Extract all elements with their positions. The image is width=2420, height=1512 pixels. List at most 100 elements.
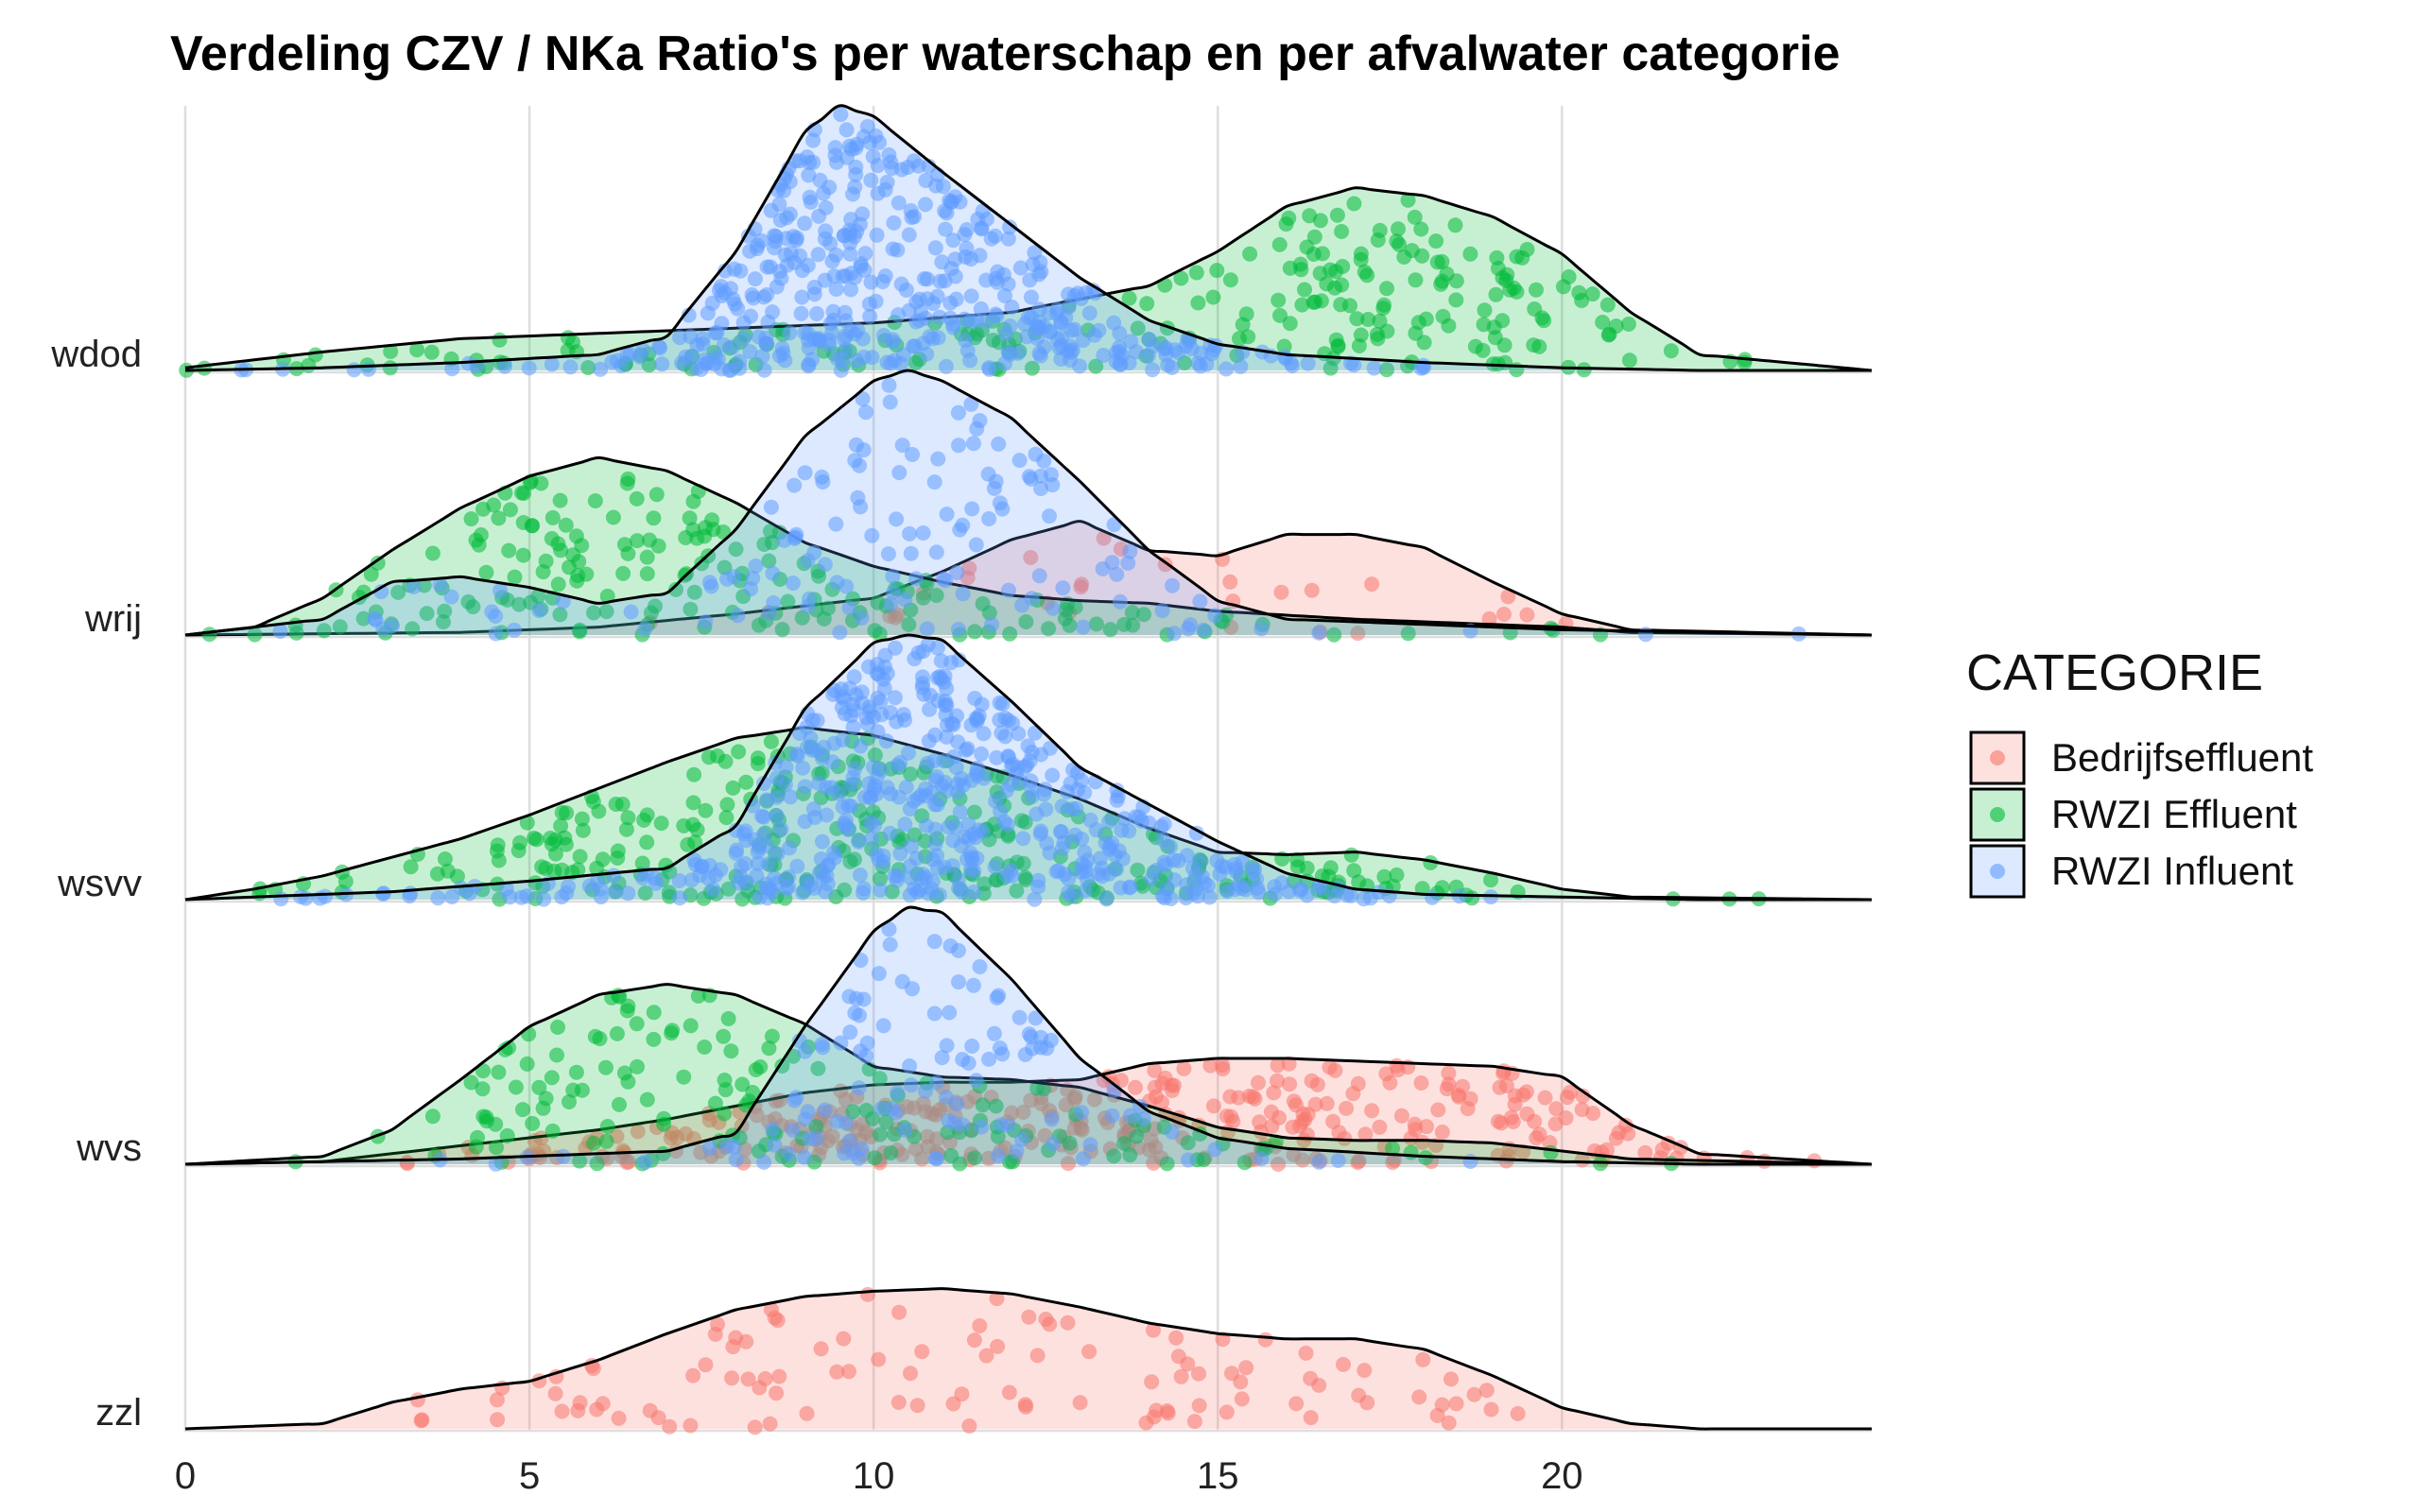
data-point xyxy=(934,254,950,270)
data-point xyxy=(1073,579,1089,595)
data-point xyxy=(983,231,999,247)
data-point xyxy=(1529,282,1544,298)
data-point xyxy=(572,622,588,638)
data-point xyxy=(533,1130,549,1146)
legend-item: RWZI Effluent xyxy=(1969,787,2297,842)
data-point xyxy=(686,766,702,782)
data-point xyxy=(1238,306,1254,322)
data-point xyxy=(972,959,988,974)
data-point xyxy=(898,283,914,298)
data-point xyxy=(544,1123,561,1139)
data-point xyxy=(1081,305,1098,321)
data-point xyxy=(1448,1396,1464,1412)
data-point xyxy=(1074,1122,1090,1138)
data-point xyxy=(1025,1040,1041,1057)
data-point xyxy=(1286,1093,1302,1109)
data-point xyxy=(772,213,788,228)
data-point xyxy=(805,801,821,817)
data-point xyxy=(756,362,772,378)
data-point xyxy=(759,287,775,302)
data-point xyxy=(821,1133,836,1149)
data-point xyxy=(436,614,451,630)
data-point xyxy=(1621,352,1637,369)
data-point xyxy=(938,573,954,589)
data-point xyxy=(1510,1405,1526,1421)
data-point xyxy=(942,1005,958,1021)
data-point xyxy=(1205,289,1221,305)
data-point xyxy=(1441,1076,1457,1092)
legend: CATEGORIE Bedrijfseffluent RWZI Effluent R… xyxy=(1966,644,2313,899)
data-point xyxy=(1219,884,1236,900)
data-point xyxy=(656,1116,672,1132)
data-point xyxy=(1408,325,1424,341)
data-point xyxy=(552,492,568,508)
data-point xyxy=(1011,1009,1028,1025)
data-point xyxy=(1531,338,1547,354)
data-point xyxy=(809,306,824,321)
y-tick-label: wsvv xyxy=(57,863,142,904)
data-point xyxy=(788,1090,804,1106)
data-point xyxy=(915,590,931,606)
density-line xyxy=(184,1287,1872,1431)
data-point xyxy=(685,795,701,811)
data-point xyxy=(1490,1113,1506,1129)
data-point xyxy=(814,833,830,850)
data-point xyxy=(1305,294,1322,310)
data-point xyxy=(654,356,670,372)
data-point xyxy=(1155,832,1171,848)
data-point xyxy=(774,340,790,356)
data-point xyxy=(586,605,601,621)
data-point xyxy=(949,565,965,580)
data-point xyxy=(1447,217,1463,233)
data-point xyxy=(555,593,571,610)
data-point xyxy=(871,966,887,982)
data-point xyxy=(810,1060,826,1076)
data-point xyxy=(1376,297,1392,313)
data-point xyxy=(650,1410,666,1426)
data-point xyxy=(1158,339,1173,355)
data-point xyxy=(610,843,626,859)
data-point xyxy=(829,1113,845,1129)
data-point xyxy=(980,466,996,482)
data-point xyxy=(960,1056,977,1071)
data-point xyxy=(922,687,938,703)
data-point xyxy=(762,1416,778,1432)
data-point xyxy=(838,313,854,329)
data-point xyxy=(1041,621,1057,637)
data-point xyxy=(988,306,1004,322)
data-point xyxy=(978,1348,994,1364)
data-point xyxy=(558,836,574,852)
data-point xyxy=(885,568,901,584)
data-point xyxy=(782,174,798,190)
data-point xyxy=(501,542,517,558)
data-point xyxy=(652,340,668,356)
data-point xyxy=(811,208,827,224)
data-point xyxy=(519,888,535,904)
data-point xyxy=(930,451,946,467)
data-point xyxy=(1033,481,1049,496)
data-point xyxy=(1385,1155,1401,1171)
data-point xyxy=(897,816,913,833)
data-point xyxy=(731,744,747,760)
data-point xyxy=(493,583,508,598)
data-point xyxy=(1054,799,1070,815)
data-point xyxy=(1017,869,1033,885)
data-point xyxy=(817,884,833,900)
data-point xyxy=(989,1291,1005,1307)
data-point xyxy=(598,1133,614,1149)
data-point xyxy=(895,707,911,723)
data-point xyxy=(698,614,714,629)
data-point xyxy=(963,251,979,267)
data-point xyxy=(976,726,992,742)
data-point xyxy=(1350,1155,1366,1171)
data-point xyxy=(463,511,479,527)
data-point xyxy=(855,331,871,347)
data-point xyxy=(1088,822,1104,838)
data-point xyxy=(752,1059,769,1074)
data-point xyxy=(1091,322,1107,338)
data-point xyxy=(597,1059,614,1075)
data-point xyxy=(599,1119,615,1134)
x-tick-label: 10 xyxy=(853,1455,895,1497)
data-point xyxy=(572,1153,588,1169)
data-point xyxy=(502,889,518,905)
